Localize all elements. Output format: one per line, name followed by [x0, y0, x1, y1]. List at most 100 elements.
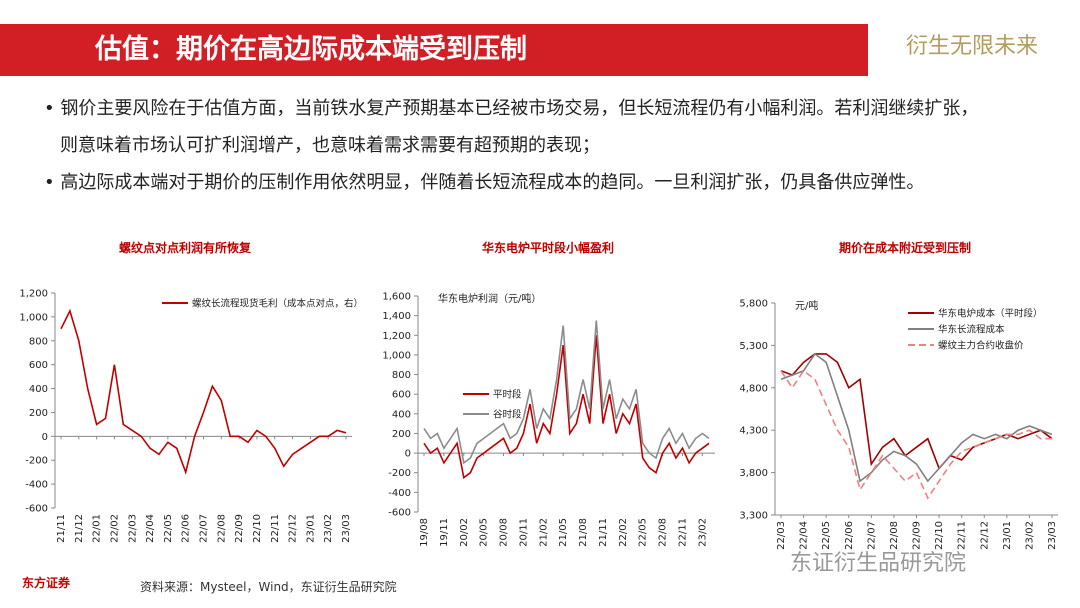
logo: 东方证券: [22, 576, 71, 590]
x-tick-label: 22/01: [92, 514, 103, 543]
y-tick-label: -600: [25, 504, 48, 515]
chart-title: 华东电炉平时段小幅盈利: [482, 240, 614, 255]
x-tick-label: 22/02: [109, 514, 120, 543]
header-banner: [0, 24, 868, 76]
x-tick-label: 23/01: [305, 514, 316, 543]
y-tick-label: 5,800: [739, 299, 768, 310]
series-line: [780, 369, 1052, 500]
y-tick-label: 600: [29, 360, 48, 371]
series-line: [60, 308, 347, 475]
chart-title: 期价在成本附近受到压制: [839, 240, 971, 255]
x-tick-label: 22/03: [776, 521, 787, 550]
x-tick-label: 22/11: [270, 514, 281, 543]
slide-title: 估值：期价在高边际成本端受到压制: [95, 34, 527, 65]
legend-label: 华东长流程成本: [938, 324, 1005, 336]
motto: 衍生无限未来: [906, 34, 1039, 59]
x-tick-label: 20/02: [459, 518, 470, 547]
legend-label: 螺纹主力合约收盘价: [938, 340, 1024, 352]
x-tick-label: 22/10: [934, 521, 945, 550]
x-tick-label: 22/07: [199, 514, 210, 543]
x-tick-label: 23/02: [323, 514, 334, 543]
x-tick-label: 22/05: [163, 514, 174, 543]
x-tick-label: 23/01: [1002, 521, 1013, 550]
series-line: [780, 352, 1053, 483]
y-tick-label: 0: [42, 432, 48, 443]
y-tick-label: -600: [388, 508, 411, 519]
y-tick-label: -200: [25, 456, 48, 467]
x-tick-label: 22/05: [821, 521, 832, 550]
y-tick-label: 200: [29, 408, 48, 419]
x-tick-label: 22/11: [677, 518, 688, 547]
y-tick-label: 5,300: [739, 341, 768, 352]
x-tick-label: 22/10: [252, 514, 263, 543]
y-tick-label: 3,300: [739, 511, 768, 522]
series-line: [780, 353, 1053, 470]
x-tick-label: 21/08: [578, 518, 589, 547]
x-tick-label: 23/03: [1047, 521, 1058, 550]
y-tick-label: 1,200: [19, 289, 48, 300]
x-tick-label: 19/08: [419, 518, 430, 547]
y-tick-label: 1,000: [19, 312, 48, 323]
y-tick-label: 1,000: [382, 350, 411, 361]
y-tick-label: -400: [25, 480, 48, 491]
x-tick-label: 22/03: [127, 514, 138, 543]
x-tick-label: 21/11: [598, 518, 609, 547]
x-tick-label: 22/07: [866, 521, 877, 550]
x-tick-label: 21/05: [558, 518, 569, 547]
series-line: [423, 320, 710, 465]
x-tick-label: 22/08: [658, 518, 669, 547]
y-tick-label: -400: [388, 488, 411, 499]
y-tick-label: 400: [392, 409, 411, 420]
y-tick-label: 4,300: [739, 426, 768, 437]
legend-label: 谷时段: [493, 409, 522, 421]
y-tick-label: 4,800: [739, 383, 768, 394]
source: 资料来源：Mysteel，Wind，东证衍生品研究院: [140, 580, 397, 594]
x-tick-label: 21/02: [538, 518, 549, 547]
y-tick-label: 1,400: [382, 311, 411, 322]
chart-title: 螺纹点对点利润有所恢复: [119, 240, 252, 255]
x-tick-label: 21/11: [56, 514, 67, 543]
x-tick-label: 21/12: [74, 514, 85, 543]
y-tick-label: 400: [29, 384, 48, 395]
x-tick-label: 22/06: [844, 521, 855, 550]
x-tick-label: 22/11: [957, 521, 968, 550]
x-tick-label: 22/04: [145, 514, 156, 543]
x-tick-label: 20/11: [518, 518, 529, 547]
x-tick-label: 20/05: [479, 518, 490, 547]
x-tick-label: 22/04: [799, 521, 810, 550]
x-tick-label: 23/02: [697, 518, 708, 547]
legend-label: 螺纹长流程现货毛利（成本点对点，右）: [192, 298, 363, 310]
x-tick-label: 22/09: [912, 521, 923, 550]
y-tick-label: 800: [29, 336, 48, 347]
y-tick-label: 3,800: [739, 468, 768, 479]
legend-label: 平时段: [493, 389, 522, 401]
x-tick-label: 22/02: [618, 518, 629, 547]
x-tick-label: 22/05: [638, 518, 649, 547]
y-tick-label: -200: [388, 468, 411, 479]
bullet: • 钢价主要风险在于估值方面，当前铁水复产预期基本已经被市场交易，但长短流程仍有…: [44, 98, 979, 156]
series-line: [423, 335, 710, 479]
x-tick-label: 22/12: [288, 514, 299, 543]
y-tick-label: 200: [392, 429, 411, 440]
legend-label: 华东电炉成本（平时段）: [938, 308, 1043, 320]
y-tick-label: 0: [405, 449, 411, 460]
bullets: • 钢价主要风险在于估值方面，当前铁水复产预期基本已经被市场交易，但长短流程仍有…: [44, 90, 990, 201]
x-tick-label: 22/06: [181, 514, 192, 543]
x-tick-label: 23/02: [1024, 521, 1035, 550]
y-tick-label: 600: [392, 390, 411, 401]
y-axis-label: 元/吨: [795, 299, 818, 312]
x-tick-label: 19/11: [439, 518, 450, 547]
x-tick-label: 23/03: [341, 514, 352, 543]
x-tick-label: 22/12: [979, 521, 990, 550]
x-tick-label: 22/09: [234, 514, 245, 543]
y-tick-label: 800: [392, 370, 411, 381]
y-tick-label: 1,600: [382, 292, 411, 303]
y-tick-label: 1,200: [382, 331, 411, 342]
x-tick-label: 22/08: [216, 514, 227, 543]
x-tick-label: 22/08: [889, 521, 900, 550]
bullet: • 高边际成本端对于期价的压制作用依然明显，伴随着长短流程成本的趋同。一旦利润扩…: [44, 172, 925, 193]
x-tick-label: 20/08: [499, 518, 510, 547]
watermark: 东证衍生品研究院: [790, 551, 967, 576]
